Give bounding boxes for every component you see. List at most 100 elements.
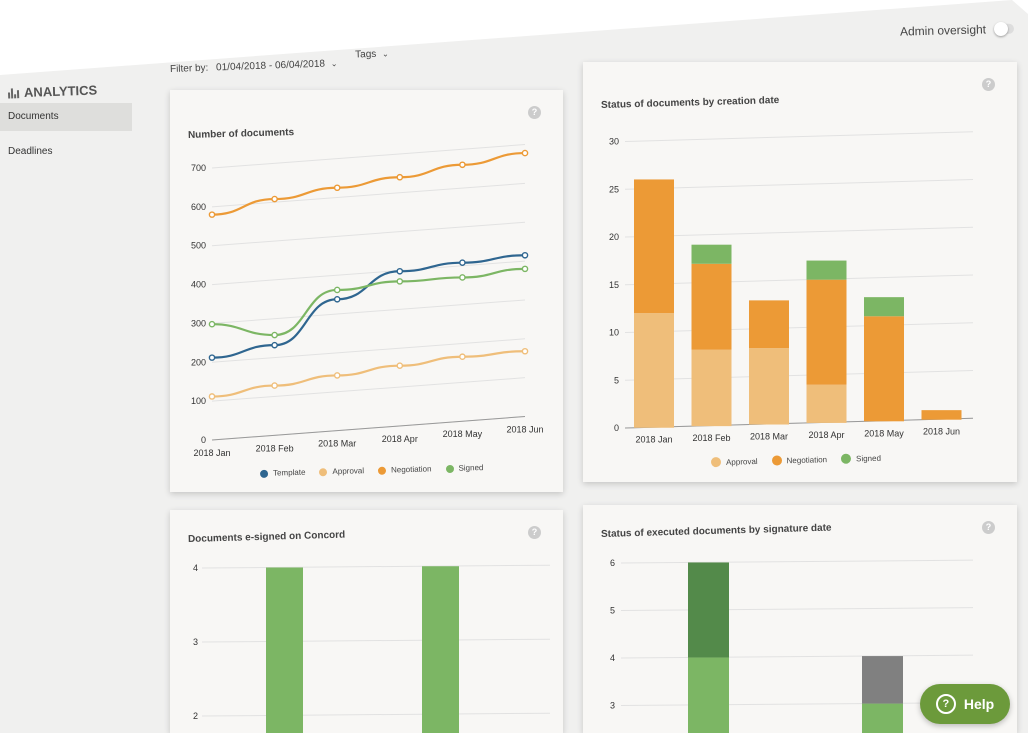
chevron-down-icon: ⌄: [381, 49, 389, 59]
sidebar-item-deadlines[interactable]: Deadlines: [0, 138, 132, 166]
line-chart: 0 100 200 300 400 500 600 700 2018 Jan 2018 Feb 20…: [191, 144, 544, 458]
help-button[interactable]: ? Help: [920, 684, 1010, 724]
gridline: [211, 221, 526, 247]
data-point: [271, 195, 278, 203]
sidebar-title: ANALYTICS: [23, 82, 98, 100]
gridline: [624, 131, 974, 142]
data-point: [271, 382, 278, 389]
y-tick-label: 5: [614, 375, 619, 385]
y-tick-label: 15: [609, 280, 619, 290]
sidebar-item-documents[interactable]: Documents: [0, 103, 132, 131]
help-icon[interactable]: ?: [982, 521, 995, 534]
legend-swatch: [319, 467, 328, 476]
bar-segment-approval: [749, 348, 789, 425]
gridline: [211, 260, 526, 286]
x-tick-label: 2018 May: [443, 429, 483, 439]
sidebar-brand: ANALYTICS: [7, 82, 98, 100]
question-icon: ?: [935, 694, 956, 714]
series-line-negotiation: [211, 151, 526, 216]
legend-label: Signed: [855, 453, 882, 463]
bar-segment-negotiation: [691, 263, 732, 350]
bar-segment-negotiation: [864, 316, 904, 422]
gridline: [624, 274, 974, 286]
data-point: [396, 267, 404, 275]
date-filter[interactable]: Filter by: 01/04/2018 - 06/04/2018 ⌄: [170, 58, 338, 75]
data-point: [333, 295, 341, 303]
gridline: [211, 377, 526, 402]
data-point: [208, 354, 216, 361]
x-tick-label: 2018 Jun: [506, 425, 543, 435]
legend-swatch: [710, 456, 722, 468]
y-tick-label: 2: [193, 711, 198, 721]
x-tick-label: 2018 Apr: [808, 430, 844, 440]
sidebar: ANALYTICS Documents Deadlines: [0, 78, 140, 733]
data-point: [459, 353, 466, 361]
admin-oversight-toggle[interactable]: [993, 23, 1015, 35]
y-tick-label: 3: [610, 701, 615, 711]
data-point: [459, 161, 466, 169]
legend-item-negotiation: Negotiation: [377, 464, 432, 475]
data-point: [333, 184, 341, 192]
data-point: [208, 393, 216, 400]
bar-signed: [266, 567, 303, 733]
legend-swatch: [840, 453, 852, 464]
admin-oversight-control[interactable]: Admin oversight: [900, 16, 1026, 43]
y-tick-label: 30: [609, 137, 619, 147]
bar-chart-icon: [7, 87, 20, 99]
y-tick-label: 4: [610, 653, 615, 663]
data-point: [521, 149, 529, 157]
data-point: [333, 372, 341, 379]
y-tick-label: 300: [191, 318, 206, 328]
date-range-value: 01/04/2018 - 06/04/2018: [215, 58, 326, 74]
legend-label: Negotiation: [390, 464, 432, 475]
legend-swatch: [377, 466, 387, 475]
x-tick-label: 2018 Feb: [256, 443, 294, 453]
gridline: [211, 338, 526, 363]
chevron-down-icon: ⌄: [330, 59, 338, 69]
tags-filter[interactable]: Tags ⌄: [355, 48, 389, 61]
x-tick-label: 2018 Apr: [382, 434, 418, 444]
legend-swatch: [771, 455, 782, 466]
data-point: [521, 265, 529, 273]
legend-swatch: [259, 469, 269, 478]
x-tick-label: 2018 Jan: [193, 448, 230, 458]
gridline: [620, 607, 974, 611]
card-status-by-creation-date: Status of documents by creation date ? 0…: [583, 62, 1017, 482]
bar-segment-negotiation: [634, 179, 674, 314]
series-line-approval: [211, 350, 526, 398]
y-tick-label: 200: [191, 357, 206, 367]
gridline: [211, 299, 526, 324]
tags-label: Tags: [355, 48, 377, 61]
bar-segment-signed: [864, 297, 904, 317]
data-point: [396, 278, 404, 285]
gridline: [620, 702, 974, 706]
legend-item-negotiation: Negotiation: [771, 454, 827, 466]
y-tick-label: 6: [610, 558, 615, 568]
data-point: [459, 274, 466, 281]
bar-segment-approval: [806, 384, 847, 423]
bar-segment-gray: [862, 656, 903, 704]
y-tick-label: 10: [609, 328, 619, 338]
bar-segment-approval: [634, 313, 674, 428]
x-axis: [624, 417, 974, 429]
legend-label: Approval: [332, 466, 365, 477]
legend-label: Template: [272, 467, 306, 478]
data-point: [521, 251, 529, 259]
data-point: [333, 286, 341, 294]
data-point: [396, 362, 404, 369]
x-tick-label: 2018 Mar: [750, 432, 788, 442]
bar-chart: 2 3 4: [193, 563, 551, 733]
help-icon[interactable]: ?: [528, 526, 541, 539]
gridline: [211, 144, 526, 169]
bar-segment-signed: [806, 260, 847, 280]
legend-label: Approval: [725, 456, 758, 467]
gridline: [624, 370, 974, 381]
legend-item-template: Template: [259, 467, 306, 478]
y-tick-label: 100: [191, 396, 206, 406]
bar-segment-signed-dark: [688, 562, 729, 658]
series-line-signed: [211, 267, 526, 337]
help-icon[interactable]: ?: [528, 106, 541, 119]
help-icon[interactable]: ?: [982, 78, 995, 91]
help-label: Help: [963, 696, 995, 712]
